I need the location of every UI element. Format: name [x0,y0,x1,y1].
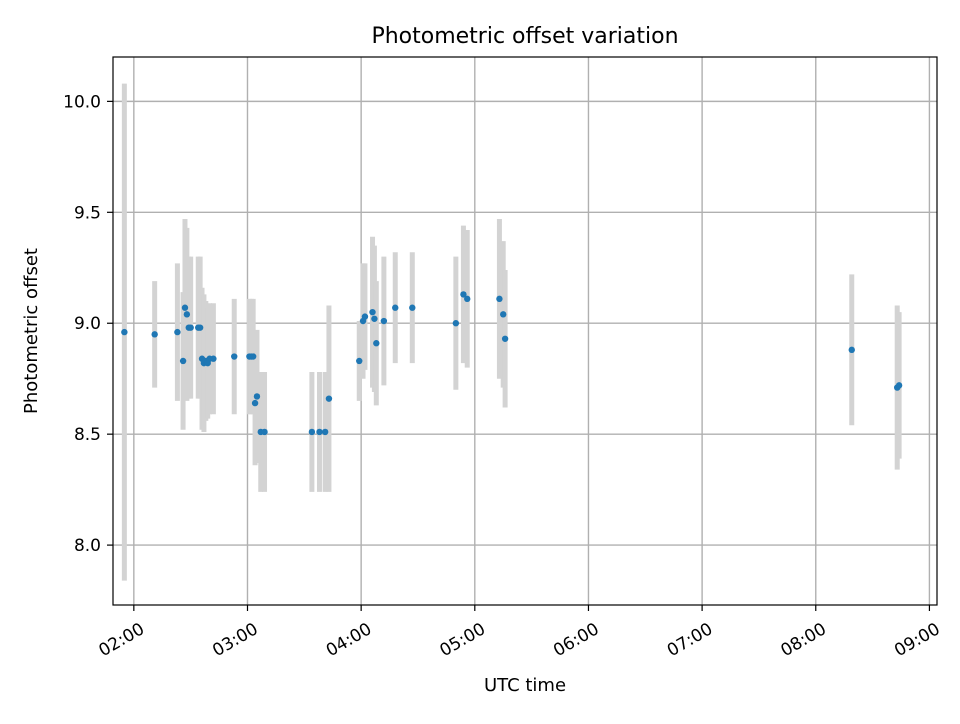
data-points [121,291,903,436]
y-tick-label: 8.5 [74,425,101,445]
chart-title: Photometric offset variation [371,24,678,49]
data-point [392,304,399,311]
data-point [848,346,855,354]
data-point [183,311,191,318]
data-point [151,331,158,338]
plot-frame [112,56,938,606]
data-point [187,324,194,331]
data-point [325,395,333,402]
data-point [369,308,376,316]
data-point [895,382,903,389]
data-point [316,428,323,436]
data-point [371,315,378,322]
data-point [261,428,268,436]
grid-lines [113,57,937,605]
data-point [380,317,388,325]
y-tick-label: 10.0 [63,92,101,112]
data-point [500,311,507,318]
data-point [181,304,189,311]
data-point [409,304,416,311]
data-point [308,428,316,436]
y-axis-label: Photometric offset [21,248,42,414]
data-point [174,328,181,336]
data-point [253,393,261,400]
data-point [356,357,363,365]
data-point [179,357,187,365]
data-point [249,353,257,360]
data-point [121,328,128,336]
y-tick-label: 9.0 [74,314,101,334]
data-point [361,313,369,320]
data-point [496,295,503,303]
data-point [373,340,380,347]
y-tick-label: 9.5 [74,203,101,223]
data-point [464,295,471,303]
data-point [501,335,509,342]
data-point [251,399,259,407]
data-point [460,291,467,298]
data-point [210,355,217,362]
y-tick-label: 8.0 [74,536,101,556]
data-point [196,324,204,331]
data-point [231,353,238,360]
data-point [321,428,329,436]
x-axis-label: UTC time [484,675,566,696]
data-point [452,320,460,327]
